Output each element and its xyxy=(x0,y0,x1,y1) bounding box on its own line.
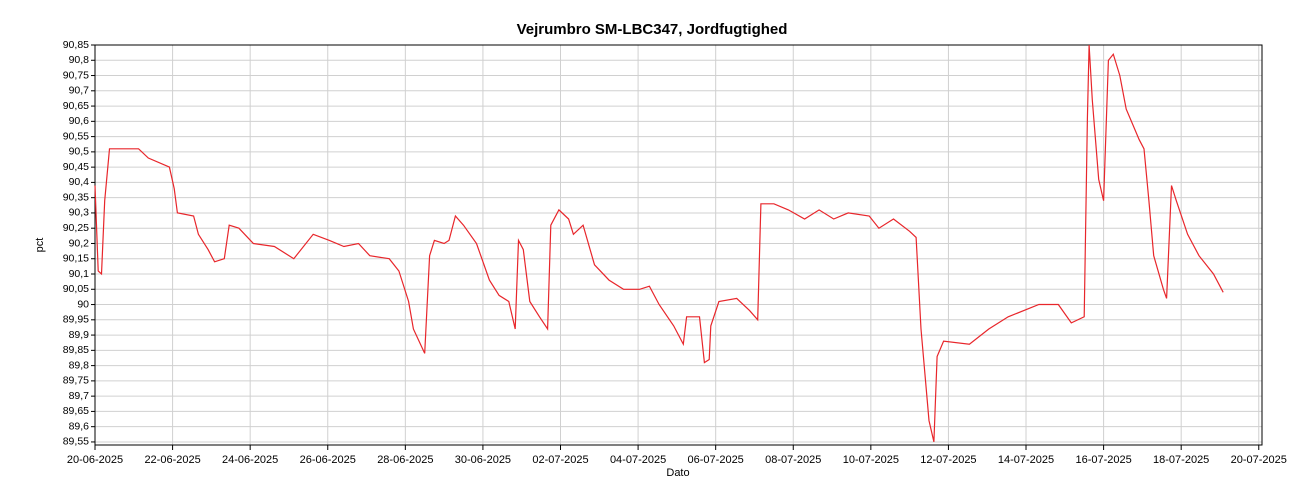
x-tick-label: 22-06-2025 xyxy=(144,454,200,466)
y-tick-label: 90,3 xyxy=(69,207,90,219)
y-tick-label: 90,6 xyxy=(69,115,90,127)
y-tick-label: 90 xyxy=(77,298,89,310)
y-tick-label: 90,2 xyxy=(69,237,90,249)
y-axis-label: pct xyxy=(34,238,46,253)
y-tick-label: 89,95 xyxy=(63,314,89,326)
x-tick-label: 06-07-2025 xyxy=(688,454,744,466)
x-tick-label: 10-07-2025 xyxy=(843,454,899,466)
y-tick-label: 90,55 xyxy=(63,130,89,142)
y-tick-label: 90,8 xyxy=(69,54,90,66)
y-tick-label: 90,65 xyxy=(63,100,89,112)
y-tick-label: 90,1 xyxy=(69,268,90,280)
x-tick-label: 16-07-2025 xyxy=(1075,454,1131,466)
y-tick-label: 89,55 xyxy=(63,436,89,448)
x-tick-label: 30-06-2025 xyxy=(455,454,511,466)
x-tick-label: 20-07-2025 xyxy=(1231,454,1287,466)
y-tick-label: 90,15 xyxy=(63,253,89,265)
x-tick-label: 28-06-2025 xyxy=(377,454,433,466)
x-tick-label: 12-07-2025 xyxy=(920,454,976,466)
x-tick-label: 20-06-2025 xyxy=(67,454,123,466)
y-tick-label: 89,6 xyxy=(69,420,90,432)
y-tick-label: 90,85 xyxy=(63,39,89,51)
plot-frame xyxy=(94,44,1263,446)
x-tick-label: 14-07-2025 xyxy=(998,454,1054,466)
y-tick-label: 89,75 xyxy=(63,375,89,387)
y-tick-label: 90,4 xyxy=(69,176,90,188)
y-tick-label: 89,65 xyxy=(63,405,89,417)
y-tick-label: 89,85 xyxy=(63,344,89,356)
y-tick-label: 90,5 xyxy=(69,146,90,158)
y-tick-label: 90,35 xyxy=(63,191,89,203)
y-tick-label: 89,9 xyxy=(69,329,90,341)
x-axis-label: Dato xyxy=(666,467,689,479)
y-tick-label: 89,8 xyxy=(69,359,90,371)
chart-title: Vejrumbro SM-LBC347, Jordfugtighed xyxy=(517,21,788,38)
data-line xyxy=(94,44,1224,443)
y-tick-label: 90,75 xyxy=(63,69,89,81)
y-tick-label: 90,25 xyxy=(63,222,89,234)
y-tick-label: 90,45 xyxy=(63,161,89,173)
y-tick-label: 90,7 xyxy=(69,85,90,97)
x-tick-label: 02-07-2025 xyxy=(532,454,588,466)
x-tick-label: 24-06-2025 xyxy=(222,454,278,466)
x-tick-label: 18-07-2025 xyxy=(1153,454,1209,466)
y-tick-label: 90,05 xyxy=(63,283,89,295)
x-tick-label: 08-07-2025 xyxy=(765,454,821,466)
y-tick-label: 89,7 xyxy=(69,390,90,402)
x-tick-label: 04-07-2025 xyxy=(610,454,666,466)
x-tick-label: 26-06-2025 xyxy=(300,454,356,466)
